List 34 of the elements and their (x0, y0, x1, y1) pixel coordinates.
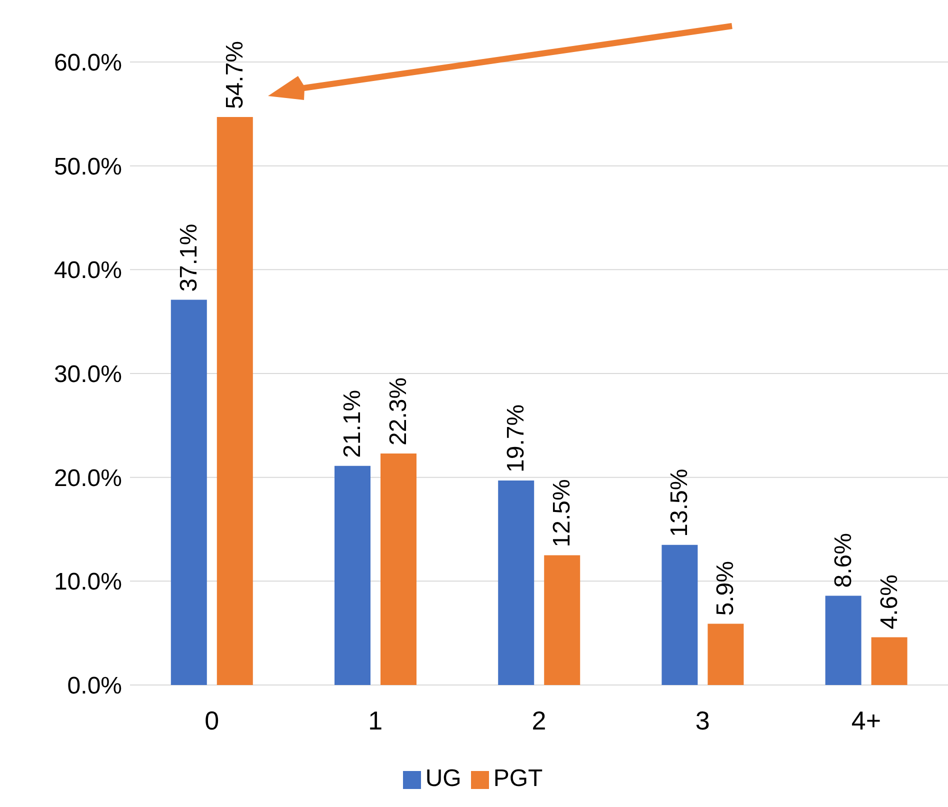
x-tick-label: 1 (368, 705, 383, 736)
data-label: 8.6% (830, 533, 857, 588)
bar (380, 453, 416, 685)
data-label: 37.1% (175, 224, 202, 292)
data-label: 21.1% (339, 390, 366, 458)
data-label: 12.5% (548, 479, 576, 548)
legend-label: UG (425, 765, 462, 792)
x-tick-label: 0 (204, 705, 220, 736)
data-label: 4.6% (876, 574, 903, 630)
data-label: 13.5% (666, 468, 694, 537)
x-tick-label: 4+ (851, 705, 882, 736)
data-label: 19.7% (502, 404, 530, 472)
data-label: 22.3% (385, 377, 412, 446)
y-tick-label: 10.0% (54, 568, 122, 596)
bar (170, 300, 207, 685)
bar (334, 466, 370, 685)
x-tick-label: 3 (695, 705, 710, 736)
y-tick-label: 40.0% (54, 257, 122, 284)
bar (498, 480, 534, 685)
y-tick-label: 30.0% (54, 361, 122, 388)
legend-label: PGT (493, 765, 543, 792)
y-tick-label: 20.0% (54, 464, 122, 492)
bar (216, 117, 253, 685)
data-label: 54.7% (221, 40, 248, 110)
bar (708, 624, 744, 685)
bar (871, 637, 908, 685)
data-label: 5.9% (712, 561, 740, 616)
bar (544, 555, 580, 685)
x-tick-label: 2 (532, 705, 546, 736)
y-tick-label: 0.0% (67, 672, 122, 700)
bar (825, 596, 862, 685)
y-tick-label: 50.0% (54, 153, 122, 180)
y-tick-label: 60.0% (54, 50, 122, 77)
bar (662, 544, 698, 685)
